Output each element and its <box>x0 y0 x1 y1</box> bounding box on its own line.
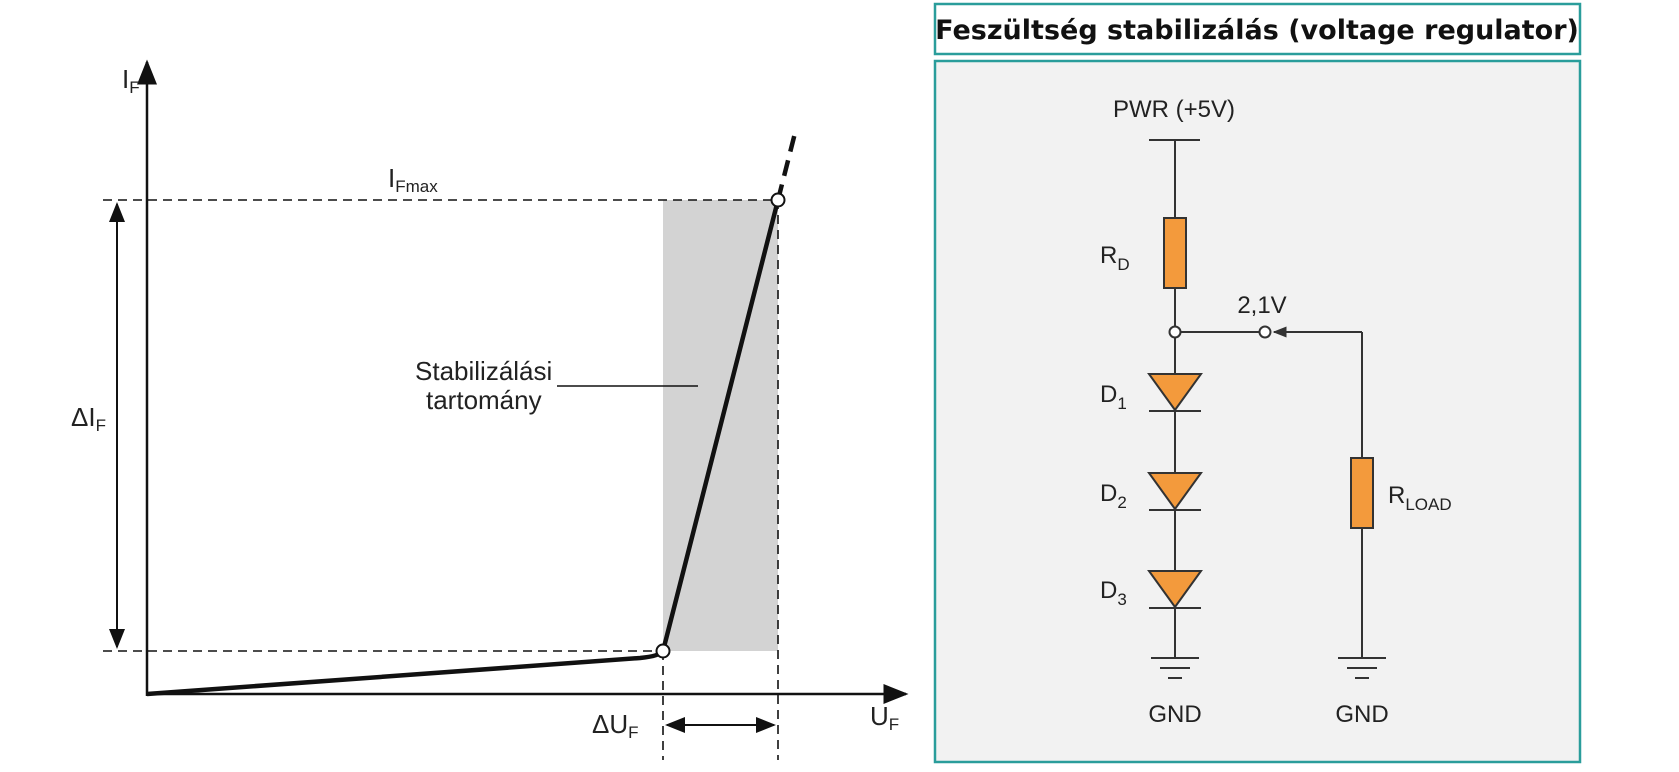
characteristic-diagram: IF UF IFmax ΔIF ΔUF Stabilizálási tartom… <box>71 59 909 760</box>
ifmax-point <box>770 192 786 208</box>
circuit-box <box>933 59 1582 764</box>
title-box <box>933 2 1582 56</box>
ground-symbol-left <box>1151 657 1199 679</box>
rload-label: RLOAD <box>1388 482 1452 514</box>
d2-label: D2 <box>1100 480 1127 512</box>
rd-resistor <box>1163 217 1187 289</box>
x-axis-label: UF <box>870 701 899 734</box>
region-label-line2: tartomány <box>426 385 542 415</box>
node-dot <box>1168 325 1182 339</box>
gnd-label-right: GND <box>1335 701 1388 728</box>
curve-extension-dashed <box>775 132 798 201</box>
y-axis-label: IF <box>122 64 140 97</box>
ground-symbol-right <box>1338 657 1386 679</box>
diode-d2 <box>1147 472 1203 511</box>
d1-label: D1 <box>1100 381 1127 413</box>
d3-label: D3 <box>1100 577 1127 609</box>
panel-title: Feszültség stabilizálás (voltage regulat… <box>935 15 1579 46</box>
region-label-line1: Stabilizálási <box>415 356 552 386</box>
diode-d1 <box>1147 373 1203 412</box>
diode-d3 <box>1147 570 1203 609</box>
voltage-label: 2,1V <box>1237 292 1286 319</box>
pwr-label: PWR (+5V) <box>1113 96 1235 123</box>
delta-i-label: ΔIF <box>71 402 106 435</box>
imin-point <box>655 643 671 659</box>
rd-label: RD <box>1100 242 1130 274</box>
ifmax-label: IFmax <box>388 163 438 196</box>
regulator-panel: Feszültség stabilizálás (voltage regulat… <box>933 2 1582 764</box>
delta-u-label: ΔUF <box>592 709 639 742</box>
rload-resistor <box>1350 457 1374 529</box>
output-terminal <box>1258 325 1272 339</box>
gnd-label-left: GND <box>1148 701 1201 728</box>
